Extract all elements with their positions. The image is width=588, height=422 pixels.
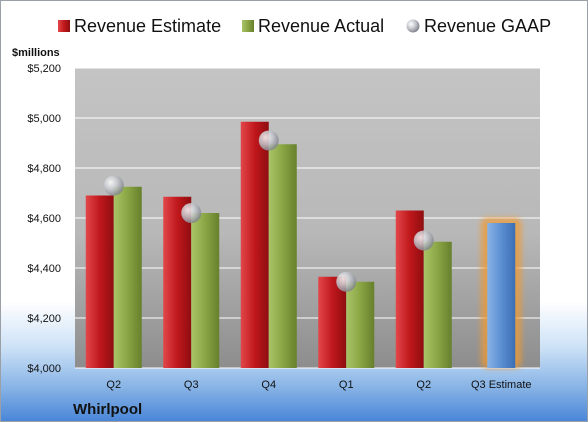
bar-revenue-actual bbox=[113, 186, 142, 368]
y-tick-label: $4,200 bbox=[27, 313, 61, 325]
y-tick-label: $5,000 bbox=[27, 113, 61, 125]
legend-label-revenue-actual: Revenue Actual bbox=[258, 16, 384, 36]
legend-swatch-revenue-gaap bbox=[406, 19, 420, 33]
bars bbox=[85, 121, 522, 368]
legend: Revenue Estimate Revenue Actual Revenue … bbox=[58, 16, 551, 36]
bar-q3-estimate bbox=[487, 223, 516, 368]
bar-revenue-estimate bbox=[163, 196, 192, 368]
x-tick-label: Q2 bbox=[416, 379, 431, 391]
bar-revenue-actual bbox=[423, 241, 452, 368]
y-tick-label: $4,000 bbox=[27, 363, 61, 375]
bar-revenue-actual bbox=[191, 213, 220, 368]
y-axis-unit-label: $millions bbox=[12, 47, 60, 59]
x-axis-ticks: Q2 Q3 Q4 Q1 Q2 Q3 Estimate bbox=[106, 379, 531, 391]
bar-revenue-actual bbox=[268, 144, 297, 368]
y-tick-label: $5,200 bbox=[27, 63, 61, 75]
y-tick-label: $4,800 bbox=[27, 163, 61, 175]
bar-revenue-actual bbox=[346, 281, 375, 368]
legend-swatch-revenue-estimate bbox=[58, 20, 70, 32]
point-revenue-gaap bbox=[103, 175, 124, 196]
y-axis-ticks: $4,000 $4,200 $4,400 $4,600 $4,800 $5,000 $5,2… bbox=[27, 63, 61, 375]
y-tick-label: $4,400 bbox=[27, 263, 61, 275]
bar-revenue-estimate bbox=[85, 195, 114, 368]
bar-revenue-estimate bbox=[240, 121, 269, 368]
bar-revenue-estimate bbox=[318, 276, 347, 368]
gridlines bbox=[75, 67, 540, 369]
x-tick-label: Q1 bbox=[339, 379, 354, 391]
x-tick-label: Q3 Estimate bbox=[471, 379, 532, 391]
point-revenue-gaap bbox=[336, 271, 357, 292]
point-revenue-gaap bbox=[181, 203, 202, 223]
legend-label-revenue-estimate: Revenue Estimate bbox=[74, 16, 221, 36]
point-revenue-gaap bbox=[258, 130, 279, 151]
legend-label-revenue-gaap: Revenue GAAP bbox=[424, 16, 551, 36]
company-name: Whirlpool bbox=[73, 401, 142, 418]
y-tick-label: $4,600 bbox=[27, 213, 61, 225]
legend-swatch-revenue-actual bbox=[242, 20, 254, 32]
point-revenue-gaap bbox=[413, 230, 434, 251]
x-tick-label: Q2 bbox=[106, 379, 121, 391]
x-tick-label: Q3 bbox=[184, 379, 199, 391]
x-tick-label: Q4 bbox=[261, 379, 276, 391]
